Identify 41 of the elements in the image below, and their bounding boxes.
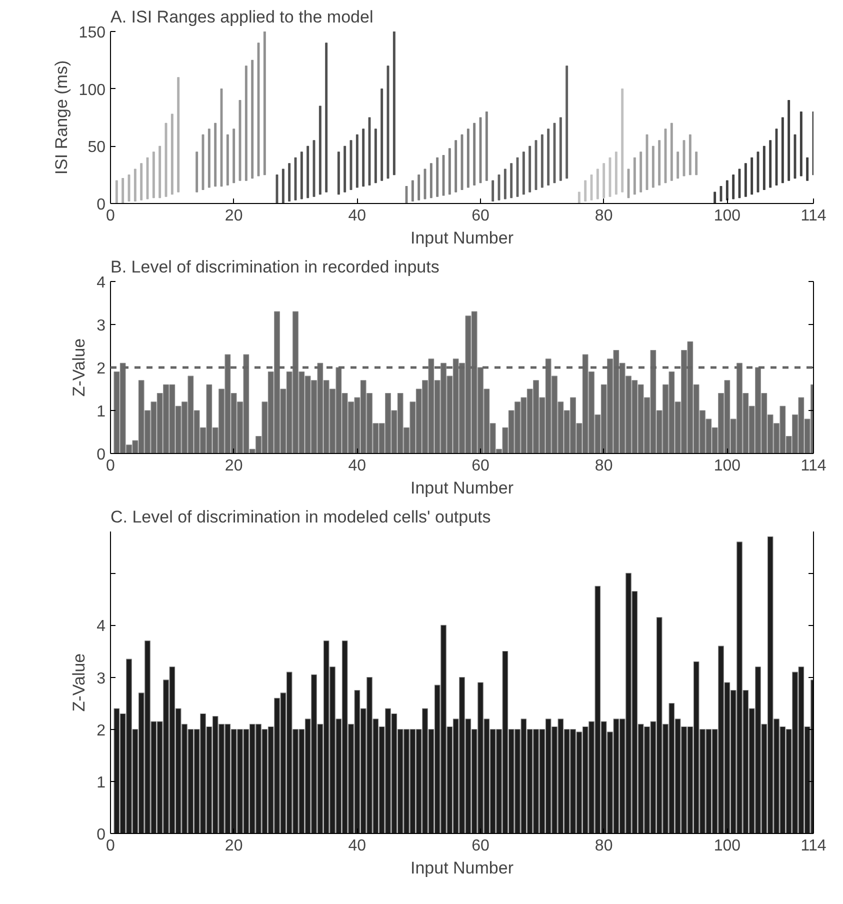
- x-tick-label: 60: [472, 838, 490, 854]
- x-tick-label: 100: [714, 838, 741, 854]
- x-tick-label: 100: [714, 208, 741, 224]
- x-tick-label: 60: [472, 208, 490, 224]
- y-tick-label: 150: [78, 24, 106, 42]
- y-axis-title: ISI Range (ms): [52, 60, 71, 175]
- y-tick-label: 0: [96, 196, 106, 214]
- y-tick-label: 3: [96, 670, 106, 688]
- x-axis-title: Input Number: [410, 228, 514, 248]
- x-tick-label: 20: [224, 838, 243, 854]
- x-tick-label: 80: [594, 208, 613, 224]
- x-tick-label: 20: [224, 208, 243, 224]
- x-tick-label: 80: [594, 458, 613, 474]
- y-tick-label: 50: [88, 139, 106, 156]
- y-tick-label: 1: [96, 774, 106, 792]
- y-tick-label: 2: [96, 722, 106, 740]
- y-tick-label: 100: [78, 82, 106, 99]
- y-tick-label: 0: [96, 826, 106, 844]
- y-tick-label: 4: [96, 618, 106, 636]
- x-tick-label: 114: [800, 458, 826, 474]
- y-tick-label: 2: [96, 360, 106, 378]
- y-tick-label: 3: [96, 318, 106, 334]
- x-tick-label: 114: [800, 838, 826, 854]
- chart-title: B. Level of discrimination in recorded inputs: [110, 258, 440, 276]
- x-tick-label: 60: [472, 458, 490, 474]
- y-axis-title: Z-Value: [70, 653, 89, 712]
- y-tick-label: 4: [96, 274, 106, 292]
- x-tick-label: 40: [348, 458, 366, 474]
- y-tick-label: 0: [96, 446, 106, 464]
- x-tick-label: 80: [594, 838, 613, 854]
- x-axis-title: Input Number: [410, 858, 514, 878]
- y-axis-title: Z-Value: [70, 338, 89, 397]
- x-tick-label: 114: [800, 208, 826, 224]
- x-tick-label: 20: [224, 458, 243, 474]
- x-axis-title: Input Number: [410, 478, 514, 498]
- x-tick-label: 100: [714, 458, 741, 474]
- x-tick-label: 40: [348, 208, 366, 224]
- x-tick-label: 40: [348, 838, 366, 854]
- chart-title: C. Level of discrimination in modeled cells' outputs: [110, 508, 491, 526]
- y-tick-label: 1: [96, 404, 106, 420]
- chart-title: A. ISI Ranges applied to the model: [110, 8, 374, 26]
